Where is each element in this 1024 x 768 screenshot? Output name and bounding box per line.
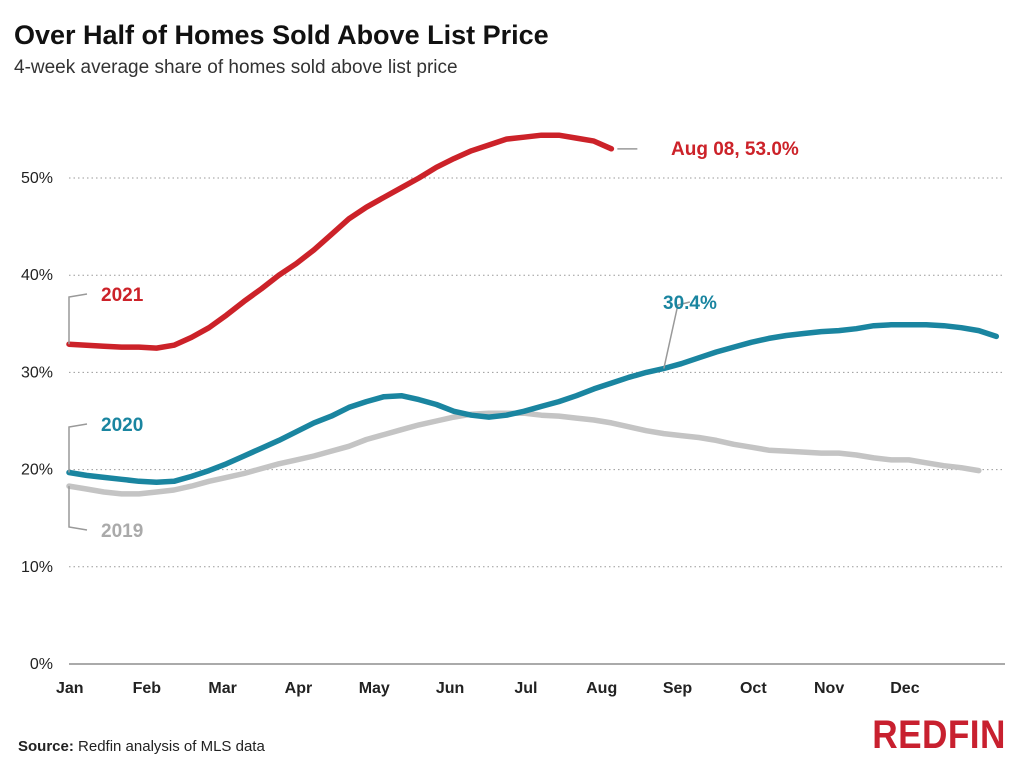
x-tick-label: Feb (133, 680, 162, 697)
label-2021-end: Aug 08, 53.0% (671, 139, 799, 160)
label-2020-value: 30.4% (663, 293, 717, 314)
series-line-2021 (66, 132, 615, 351)
x-tick-label: Oct (740, 680, 767, 697)
label-2020-value-leader-line (663, 301, 691, 369)
x-tick-label: Jul (514, 680, 537, 697)
series-line-2019 (66, 410, 982, 497)
chart-subtitle: 4-week average share of homes sold above… (14, 57, 458, 78)
y-tick-label: 50% (21, 170, 53, 187)
chart-title: Over Half of Homes Sold Above List Price (14, 20, 549, 50)
series-labels: 2021 2020 2019 30.4% Aug 08, 53.0% (68, 139, 799, 542)
label-2019: 2019 (101, 521, 143, 542)
source-note: Source: Redfin analysis of MLS data (18, 738, 265, 755)
label-2020: 2020 (101, 415, 143, 436)
y-tick-label: 30% (21, 364, 53, 381)
x-tick-label: May (359, 680, 390, 697)
x-tick-label: Mar (208, 680, 236, 697)
series-line-2020 (66, 322, 1000, 485)
label-2021-leader-line (68, 293, 88, 345)
label-2021: 2021 (101, 285, 144, 306)
x-tick-label: Sep (663, 680, 693, 697)
x-tick-label: Dec (890, 680, 919, 697)
series-lines (66, 132, 1000, 497)
x-tick-label: Jan (56, 680, 84, 697)
y-tick-label: 10% (21, 559, 53, 576)
y-tick-label: 20% (21, 462, 53, 479)
label-2019-leader-line (68, 486, 88, 531)
y-axis-ticks: 0% 10% 20% 30% 40% 50% (21, 170, 53, 673)
x-tick-label: Nov (814, 680, 844, 697)
source-label: Source: (18, 738, 74, 755)
x-tick-label: Jun (436, 680, 464, 697)
redfin-logo: REDFIN (872, 713, 1006, 757)
source-text: Redfin analysis of MLS data (78, 738, 265, 755)
y-tick-label: 0% (30, 656, 53, 673)
line-chart: 0% 10% 20% 30% 40% 50% Jan Feb Mar Apr May Jun Jul A… (21, 132, 1005, 697)
x-tick-label: Aug (586, 680, 617, 697)
label-2020-leader-line (68, 423, 88, 473)
x-tick-label: Apr (285, 680, 313, 697)
y-tick-label: 40% (21, 267, 53, 284)
gridlines (69, 177, 1005, 665)
x-axis-ticks: Jan Feb Mar Apr May Jun Jul Aug Sep Oct Nov Dec (56, 680, 920, 697)
